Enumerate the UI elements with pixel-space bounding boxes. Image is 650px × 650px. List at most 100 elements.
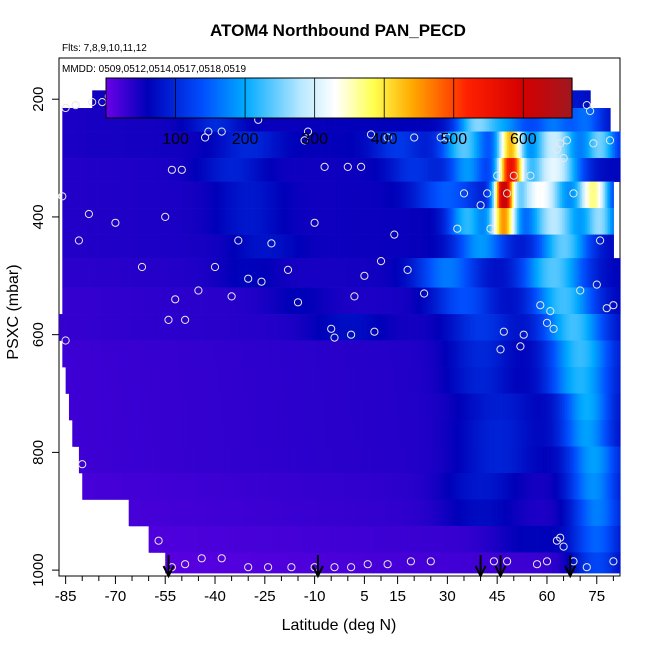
heatmap-cell — [346, 181, 349, 209]
heatmap-cell — [390, 108, 394, 132]
heatmap-cell — [372, 287, 375, 315]
heatmap-cell — [470, 367, 473, 394]
heatmap-cell — [132, 314, 135, 341]
heatmap-cell — [82, 340, 85, 368]
heatmap-cell — [296, 340, 299, 368]
heatmap-cell — [563, 314, 566, 341]
heatmap-cell — [593, 208, 596, 235]
heatmap-cell — [193, 181, 196, 209]
heatmap-cell — [372, 340, 375, 368]
heatmap-cell — [445, 158, 448, 182]
heatmap-cell — [349, 208, 352, 235]
heatmap-cell — [248, 393, 251, 421]
heatmap-cell — [332, 314, 336, 341]
heatmap-cell — [600, 340, 603, 368]
heatmap-cell — [215, 158, 218, 182]
heatmap-cell — [244, 367, 248, 394]
heatmap-cell — [90, 158, 93, 182]
heatmap-cell — [354, 258, 357, 288]
heatmap-cell — [294, 420, 297, 447]
heatmap-cell — [178, 131, 181, 159]
heatmap-cell — [83, 258, 87, 288]
heatmap-cell — [234, 393, 238, 421]
heatmap-cell — [178, 287, 181, 315]
heatmap-cell — [467, 367, 470, 394]
heatmap-cell — [487, 287, 490, 315]
heatmap-cell — [580, 393, 583, 421]
heatmap-cell — [573, 234, 576, 259]
heatmap-cell — [299, 287, 302, 315]
heatmap-cell — [163, 158, 166, 182]
heatmap-cell — [339, 367, 342, 394]
heatmap-cell — [233, 181, 236, 209]
heatmap-cell — [409, 158, 412, 182]
heatmap-cell — [537, 208, 540, 235]
heatmap-cell — [583, 234, 586, 259]
heatmap-cell — [186, 367, 190, 394]
heatmap-cell — [362, 367, 365, 394]
heatmap-cell — [385, 234, 389, 259]
heatmap-cell — [259, 340, 263, 368]
heatmap-cell — [532, 108, 535, 132]
heatmap-cell — [585, 393, 588, 421]
heatmap-cell — [454, 420, 457, 447]
heatmap-cell — [155, 446, 158, 474]
heatmap-cell — [274, 340, 278, 368]
heatmap-cell — [417, 314, 420, 341]
heatmap-cell — [82, 258, 85, 288]
heatmap-cell — [337, 287, 341, 315]
heatmap-cell — [302, 208, 306, 235]
heatmap-cell — [483, 314, 487, 341]
heatmap-cell — [382, 420, 385, 447]
heatmap-cell — [601, 181, 604, 209]
heatmap-cell — [85, 287, 88, 315]
heatmap-cell — [210, 158, 213, 182]
heatmap-cell — [616, 131, 619, 159]
heatmap-cell — [120, 108, 123, 132]
heatmap-cell — [369, 131, 372, 159]
heatmap-cell — [467, 287, 470, 315]
heatmap-cell — [427, 108, 430, 132]
heatmap-cell — [176, 340, 180, 368]
heatmap-cell — [497, 258, 500, 288]
heatmap-cell — [367, 258, 370, 288]
heatmap-cell — [307, 108, 311, 132]
heatmap-cell — [605, 234, 608, 259]
heatmap-cell — [226, 158, 229, 182]
heatmap-cell — [477, 420, 480, 447]
heatmap-cell — [608, 131, 611, 159]
heatmap-cell — [339, 131, 342, 159]
heatmap-cell — [211, 258, 214, 288]
heatmap-cell — [309, 158, 312, 182]
heatmap-cell — [475, 181, 478, 209]
heatmap-cell — [565, 258, 568, 288]
heatmap-cell — [123, 367, 126, 394]
heatmap-cell — [239, 367, 243, 394]
heatmap-cell — [261, 367, 264, 394]
heatmap-cell — [425, 314, 429, 341]
heatmap-cell — [90, 340, 93, 368]
heatmap-cell — [97, 181, 100, 209]
heatmap-cell — [264, 340, 268, 368]
heatmap-cell — [90, 108, 93, 132]
heatmap-cell — [485, 446, 488, 474]
heatmap-cell — [600, 367, 603, 394]
heatmap-cell — [185, 393, 188, 421]
heatmap-cell — [312, 208, 316, 235]
heatmap-cell — [299, 340, 302, 368]
heatmap-cell — [527, 234, 530, 259]
heatmap-cell — [430, 446, 434, 474]
heatmap-cell — [294, 314, 297, 341]
heatmap-cell — [371, 158, 374, 182]
heatmap-cell — [429, 340, 432, 368]
heatmap-cell — [385, 446, 389, 474]
heatmap-cell — [488, 367, 492, 394]
heatmap-cell — [93, 108, 97, 132]
heatmap-cell — [331, 131, 334, 159]
heatmap-cell — [432, 367, 435, 394]
heatmap-cell — [95, 90, 98, 109]
heatmap-cell — [447, 446, 450, 474]
heatmap-cell — [107, 234, 110, 259]
heatmap-cell — [113, 181, 117, 209]
heatmap-cell — [68, 367, 72, 394]
